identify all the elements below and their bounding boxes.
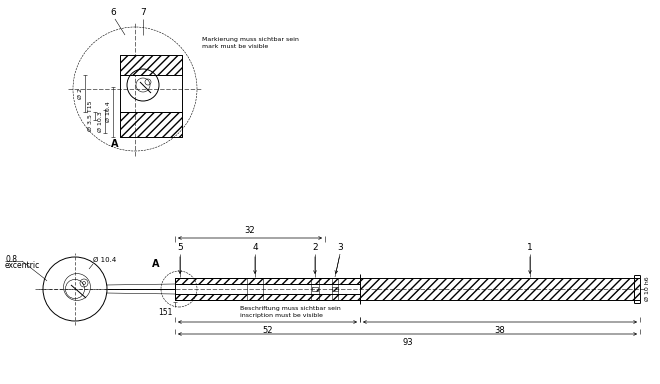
Polygon shape (360, 278, 640, 300)
Text: Ø 10.3: Ø 10.3 (98, 111, 103, 132)
Text: Ø 10.4: Ø 10.4 (106, 102, 111, 122)
Text: 52: 52 (262, 326, 273, 335)
Text: 3: 3 (337, 243, 343, 252)
Text: 93: 93 (402, 338, 412, 347)
Text: Beschriftung muss sichtbar sein
inscription must be visible: Beschriftung muss sichtbar sein inscript… (240, 306, 341, 318)
Text: Markierung muss sichtbar sein
mark must be visible: Markierung muss sichtbar sein mark must … (202, 37, 299, 49)
Polygon shape (120, 112, 182, 137)
Text: Ø 3.5 T15: Ø 3.5 T15 (88, 101, 93, 131)
Text: A: A (112, 139, 119, 149)
Polygon shape (175, 278, 360, 284)
Text: 38: 38 (494, 326, 506, 335)
Text: Ø 10.4: Ø 10.4 (93, 257, 116, 263)
Polygon shape (175, 294, 360, 300)
Text: A: A (152, 259, 159, 269)
Text: excentric: excentric (5, 260, 40, 270)
Polygon shape (120, 55, 182, 75)
Text: 5: 5 (177, 243, 183, 252)
Text: 1: 1 (527, 243, 533, 252)
Text: Ø 10 h6: Ø 10 h6 (645, 277, 650, 301)
Text: 0.8: 0.8 (5, 255, 17, 263)
Polygon shape (332, 287, 338, 291)
Text: 32: 32 (245, 226, 255, 235)
Text: 4: 4 (252, 243, 258, 252)
Text: 151: 151 (158, 308, 173, 317)
Text: Ø 2: Ø 2 (78, 88, 83, 99)
Text: 6: 6 (110, 8, 116, 17)
Text: 2: 2 (312, 243, 318, 252)
Text: 7: 7 (140, 8, 146, 17)
Polygon shape (312, 287, 318, 291)
